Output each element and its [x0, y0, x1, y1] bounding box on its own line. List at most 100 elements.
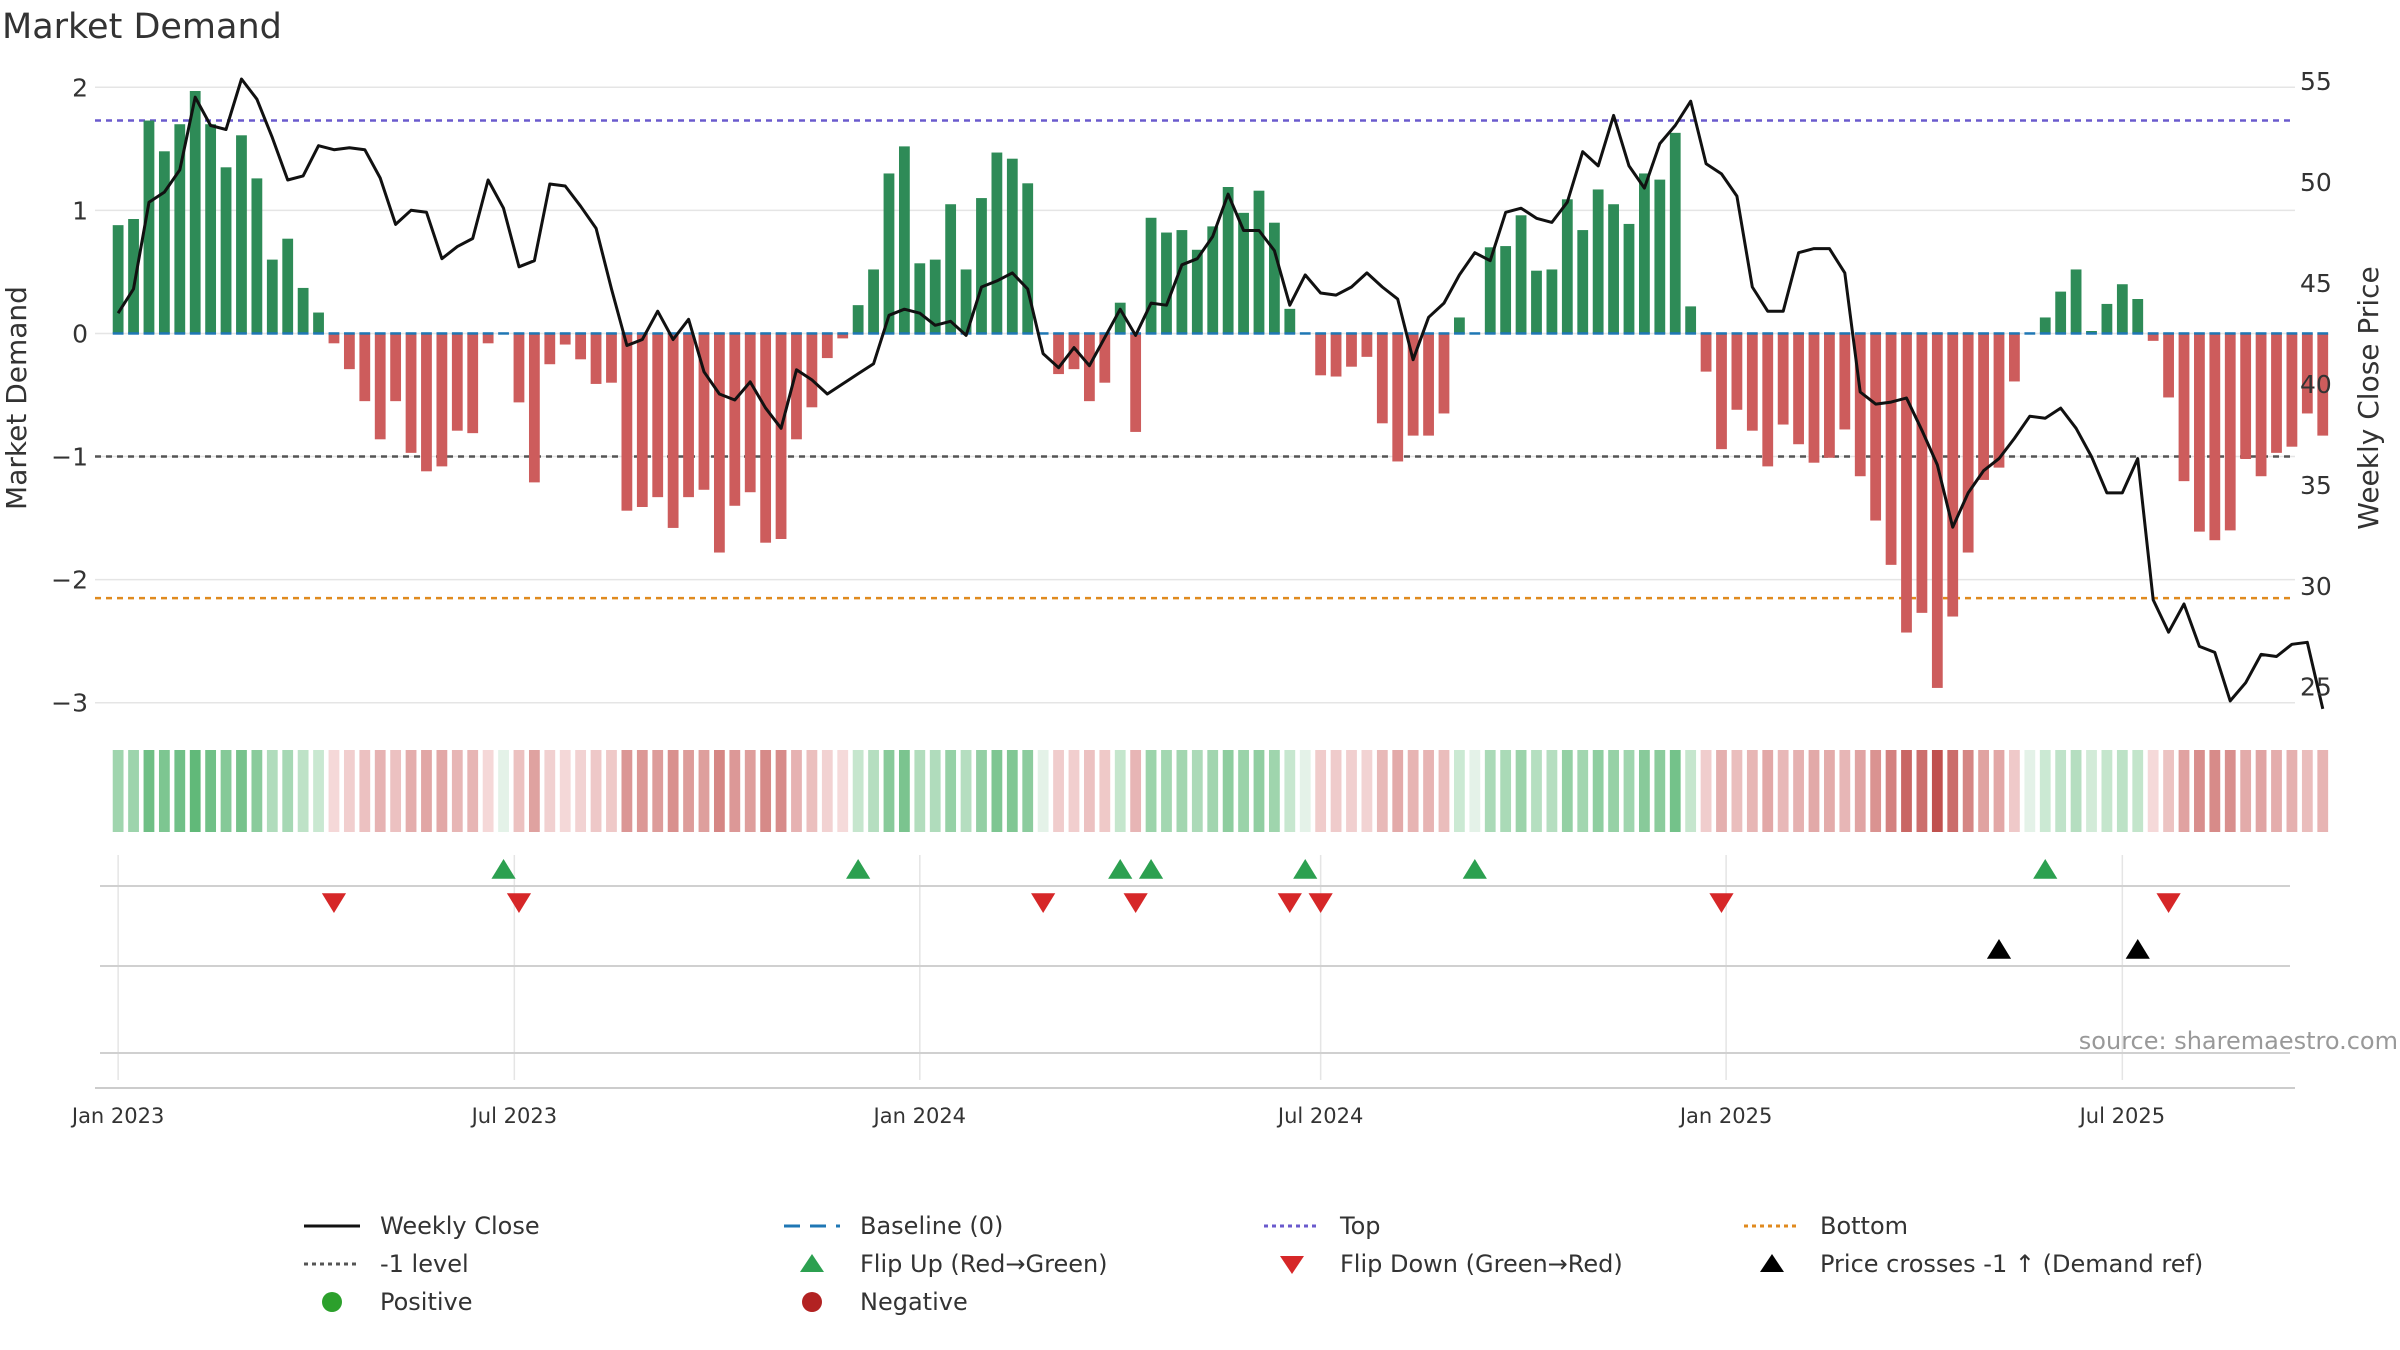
heat-cell: [1407, 750, 1419, 832]
demand-bar: [775, 333, 787, 539]
demand-bar: [559, 333, 571, 345]
demand-bar: [1083, 333, 1095, 402]
demand-bar: [1284, 308, 1296, 334]
demand-bar: [1654, 179, 1666, 334]
demand-bar: [2271, 333, 2282, 453]
legend-label: -1 level: [380, 1250, 469, 1278]
heat-cell: [2055, 750, 2067, 832]
flip-down-marker: [321, 893, 347, 913]
heat-cell: [1793, 750, 1804, 832]
flip-up-marker: [1138, 859, 1164, 879]
heat-cell: [236, 750, 247, 832]
heat-cell: [2271, 750, 2282, 832]
demand-bar: [1623, 223, 1635, 334]
demand-bar: [1515, 215, 1527, 334]
heat-cell: [1531, 750, 1542, 832]
legend-item-minus-one: -1 level: [300, 1246, 469, 1282]
heat-cell: [2116, 750, 2128, 832]
weekly-close-line: [116, 77, 2325, 710]
demand-bar: [528, 333, 540, 483]
y-right-tick-label: 30: [2300, 572, 2332, 601]
heat-cell: [313, 750, 324, 832]
legend-symbol-positive: [322, 1292, 342, 1312]
legend-triangle-up: [800, 1254, 824, 1272]
demand-bar: [1592, 189, 1604, 334]
demand-bar: [621, 333, 633, 511]
demand-bar: [1346, 333, 1357, 367]
y-left-tick-label: −1: [51, 443, 88, 472]
demand-bar: [698, 333, 710, 490]
demand-bar: [1716, 333, 1727, 450]
heat-cell: [128, 750, 139, 832]
y-left-tick-label: −2: [51, 566, 88, 595]
legend-label: Flip Down (Green→Red): [1340, 1250, 1623, 1278]
y-left-tick-label: 2: [72, 73, 88, 102]
heat-cell: [1700, 750, 1712, 832]
y-right-tick-label: 45: [2300, 269, 2332, 298]
demand-bar: [1685, 306, 1697, 334]
heat-cell: [1176, 750, 1188, 832]
demand-bar: [2286, 333, 2298, 447]
heat-cell: [652, 750, 664, 832]
price-cross-marker: [2125, 939, 2150, 959]
demand-bar: [976, 198, 987, 334]
demand-bar: [2224, 333, 2236, 531]
legend-label: Flip Up (Red→Green): [860, 1250, 1108, 1278]
heat-cell: [1546, 750, 1558, 832]
demand-bar: [1839, 333, 1851, 430]
y-left-tick-label: 1: [72, 196, 88, 225]
heat-cell: [1654, 750, 1666, 832]
demand-bar: [821, 333, 833, 359]
flip-down-marker: [1277, 893, 1302, 913]
flip-up-marker: [491, 859, 516, 879]
demand-bar: [1639, 173, 1650, 334]
heat-cell: [2194, 750, 2205, 832]
demand-bar: [436, 333, 448, 467]
demand-bar: [1870, 333, 1882, 521]
demand-bar: [590, 333, 602, 384]
heat-cell: [2286, 750, 2298, 832]
flip-up-marker: [846, 859, 871, 879]
grid-lines: [95, 86, 2295, 1080]
heat-cell: [1901, 750, 1912, 832]
flip-down-marker: [2156, 893, 2181, 913]
heat-cell: [1299, 750, 1311, 832]
heat-cell: [667, 750, 679, 832]
heat-cell: [1978, 750, 1989, 832]
heat-cell: [328, 750, 340, 832]
demand-bar: [390, 333, 402, 402]
demand-bar: [1746, 333, 1758, 431]
heat-cell: [1824, 750, 1835, 832]
demand-bar: [1361, 333, 1373, 357]
demand-bar: [868, 269, 879, 334]
demand-bar: [760, 333, 772, 543]
heat-cell: [960, 750, 972, 832]
legend-symbol-bottom: [1744, 1224, 1800, 1228]
demand-bar: [313, 312, 324, 334]
heat-cell: [1438, 750, 1450, 832]
legend-item-bottom: Bottom: [1740, 1208, 1908, 1244]
heat-cell: [929, 750, 941, 832]
demand-bar: [1993, 333, 2005, 468]
legend-label: Weekly Close: [380, 1212, 540, 1240]
demand-bar: [467, 333, 479, 434]
heat-cell: [837, 750, 849, 832]
heat-cell: [1222, 750, 1234, 832]
x-tick-label: Jul 2025: [2078, 1104, 2165, 1128]
demand-bar: [1947, 333, 1959, 617]
legend-triangle-up: [1760, 1254, 1784, 1272]
demand-bar: [1454, 317, 1465, 334]
demand-bar: [2132, 299, 2144, 334]
heat-cell: [297, 750, 309, 832]
heat-cell: [575, 750, 587, 832]
heat-cell: [868, 750, 879, 832]
heat-cell: [2224, 750, 2236, 832]
demand-bar: [1191, 249, 1203, 334]
demand-bar: [359, 333, 371, 402]
demand-bar: [898, 146, 910, 334]
heat-cell: [1161, 750, 1172, 832]
source-label: source: sharemaestro.com: [2079, 1027, 2398, 1055]
legend-item-negative: Negative: [780, 1284, 968, 1320]
demand-bar: [1423, 333, 1434, 436]
heat-cell: [2163, 750, 2174, 832]
